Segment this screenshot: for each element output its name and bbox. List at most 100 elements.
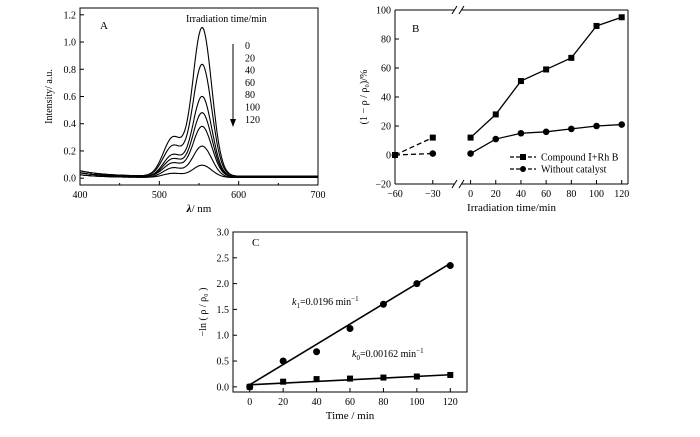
panel-label: C [252, 237, 259, 249]
rate-subscript: 0 [356, 354, 360, 362]
x-axis-unit: / nm [192, 203, 212, 215]
series-0-point-6 [568, 54, 575, 61]
rate-value: =0.00162 min [360, 349, 416, 360]
x-tick-label-100: 100 [409, 397, 424, 408]
rate-value: =0.0196 min [300, 297, 351, 308]
spectrum-120min [79, 164, 318, 179]
series-1-point-7 [593, 122, 600, 130]
series-0-light-line [470, 16, 622, 139]
point-k0-3 [347, 375, 353, 382]
y-tick-label-2: 20 [381, 122, 391, 133]
y-tick-label-1: 0.5 [217, 357, 230, 368]
spectrum-60min [79, 112, 318, 178]
x-tick-label-600: 600 [231, 190, 246, 201]
y-tick-label-2: 1.0 [217, 331, 230, 342]
panel-c: 0 20 40 60 80 100 120 0.0 0.5 1.0 1.5 2.0 2.5 3.0 Time… [198, 228, 468, 422]
rate-symbol: k [292, 297, 297, 308]
y-axis-label: Intensity/ a.u. [44, 69, 55, 124]
panel-label: A [100, 20, 108, 32]
y-tick-label-4: 2.0 [217, 279, 230, 290]
rate-superscript: −1 [351, 295, 359, 303]
rate-superscript: −1 [416, 347, 424, 355]
legend-entry-40: 40 [245, 66, 255, 77]
y-axis-label: (1 − ρ / ρ₀)/% [359, 70, 370, 125]
legend-label-0: Compound Ⅰ+Rh B [541, 153, 619, 164]
axis-break-mark-0-a [451, 179, 458, 189]
x-tick-label-8: 120 [614, 189, 629, 200]
panel-b: −60 −30 0 20 40 60 80 100 120 −20 0 20 40 60 80 100 Irra… [359, 6, 629, 215]
panel-label: B [412, 23, 419, 35]
series-1-point-4 [517, 129, 525, 137]
series-0-point-1 [429, 134, 436, 141]
x-axis-symbol: λ [186, 203, 192, 215]
point-k1-6 [446, 262, 454, 270]
x-tick-label-60: 60 [345, 397, 355, 408]
y-tick-label-0: 0.0 [64, 174, 77, 185]
point-k1-2 [313, 348, 321, 356]
legend-label-1: Without catalyst [541, 165, 607, 176]
x-tick-label-40: 40 [312, 397, 322, 408]
y-tick-label-4: 0.8 [64, 65, 77, 76]
point-k1-3 [346, 325, 354, 333]
x-tick-label-80: 80 [378, 397, 388, 408]
series-1-dark-line [394, 152, 433, 156]
axis-break-mark-1-b [458, 5, 465, 15]
x-tick-label-4: 40 [516, 189, 526, 200]
x-tick-label-120: 120 [443, 397, 458, 408]
point-k0-4 [380, 374, 387, 381]
y-tick-label-1: 0 [386, 151, 391, 162]
x-tick-label-700: 700 [311, 190, 326, 201]
legend-entry-0: 0 [245, 41, 250, 52]
y-tick-label-1: 0.2 [64, 146, 77, 157]
point-k1-4 [379, 300, 387, 308]
x-tick-label-0: 0 [247, 397, 252, 408]
x-tick-label-1: −30 [425, 189, 441, 200]
series-0-point-8 [618, 14, 625, 21]
x-tick-label-2: 0 [468, 189, 473, 200]
y-tick-label-5: 80 [381, 35, 391, 46]
y-tick-label-5: 2.5 [217, 253, 230, 264]
y-tick-label-4: 60 [381, 64, 391, 75]
y-tick-label-6: 3.0 [217, 228, 230, 239]
time-arrow-head [230, 119, 236, 127]
series-1-point-2 [467, 150, 474, 157]
rate-symbol: k [352, 349, 357, 360]
series-1-point-0 [391, 151, 399, 159]
x-tick-label-3: 20 [491, 189, 501, 200]
x-tick-label-0: −60 [387, 189, 403, 200]
series-0-point-7 [593, 22, 600, 29]
x-tick-label-400: 400 [73, 190, 88, 201]
y-tick-label-0: 0.0 [217, 382, 230, 393]
y-tick-label-3: 0.6 [64, 92, 77, 103]
axis-break-mark-1-a [451, 5, 458, 15]
point-k0-1 [280, 378, 287, 385]
series-0-point-3 [492, 111, 499, 118]
legend-entry-60: 60 [245, 78, 255, 89]
x-tick-label-6: 80 [566, 189, 576, 200]
x-tick-label-20: 20 [278, 397, 288, 408]
y-tick-label-6: 1.2 [64, 10, 77, 21]
spectrum-100min [79, 145, 318, 179]
point-k0-5 [413, 373, 420, 380]
series-1-point-1 [429, 150, 437, 157]
legend-title: Irradiation time/min [186, 14, 267, 25]
legend-marker-0 [520, 154, 526, 160]
x-tick-label-5: 60 [541, 189, 551, 200]
axis-break-mark-0-b [458, 179, 465, 189]
rate-subscript: 1 [296, 302, 300, 310]
spectrum-40min [79, 95, 318, 178]
series-0-point-2 [467, 134, 474, 141]
rate-annotation-0: k0=0.00162 min−1 [352, 347, 424, 362]
point-k0-0 [246, 383, 253, 390]
series-0-point-5 [543, 66, 550, 73]
x-tick-label-500: 500 [152, 190, 167, 201]
y-axis-label: −ln ( ρ / ρ₀ ) [198, 288, 209, 337]
y-tick-label-5: 1.0 [64, 38, 77, 49]
y-tick-label-3: 1.5 [217, 305, 230, 316]
point-k1-1 [279, 357, 287, 365]
legend-entry-80: 80 [245, 90, 255, 101]
x-axis-label: Irradiation time/min [467, 202, 556, 214]
x-axis-label: λ/ nm [186, 203, 212, 215]
series-1-point-8 [618, 121, 626, 128]
series-1-point-3 [492, 135, 500, 143]
